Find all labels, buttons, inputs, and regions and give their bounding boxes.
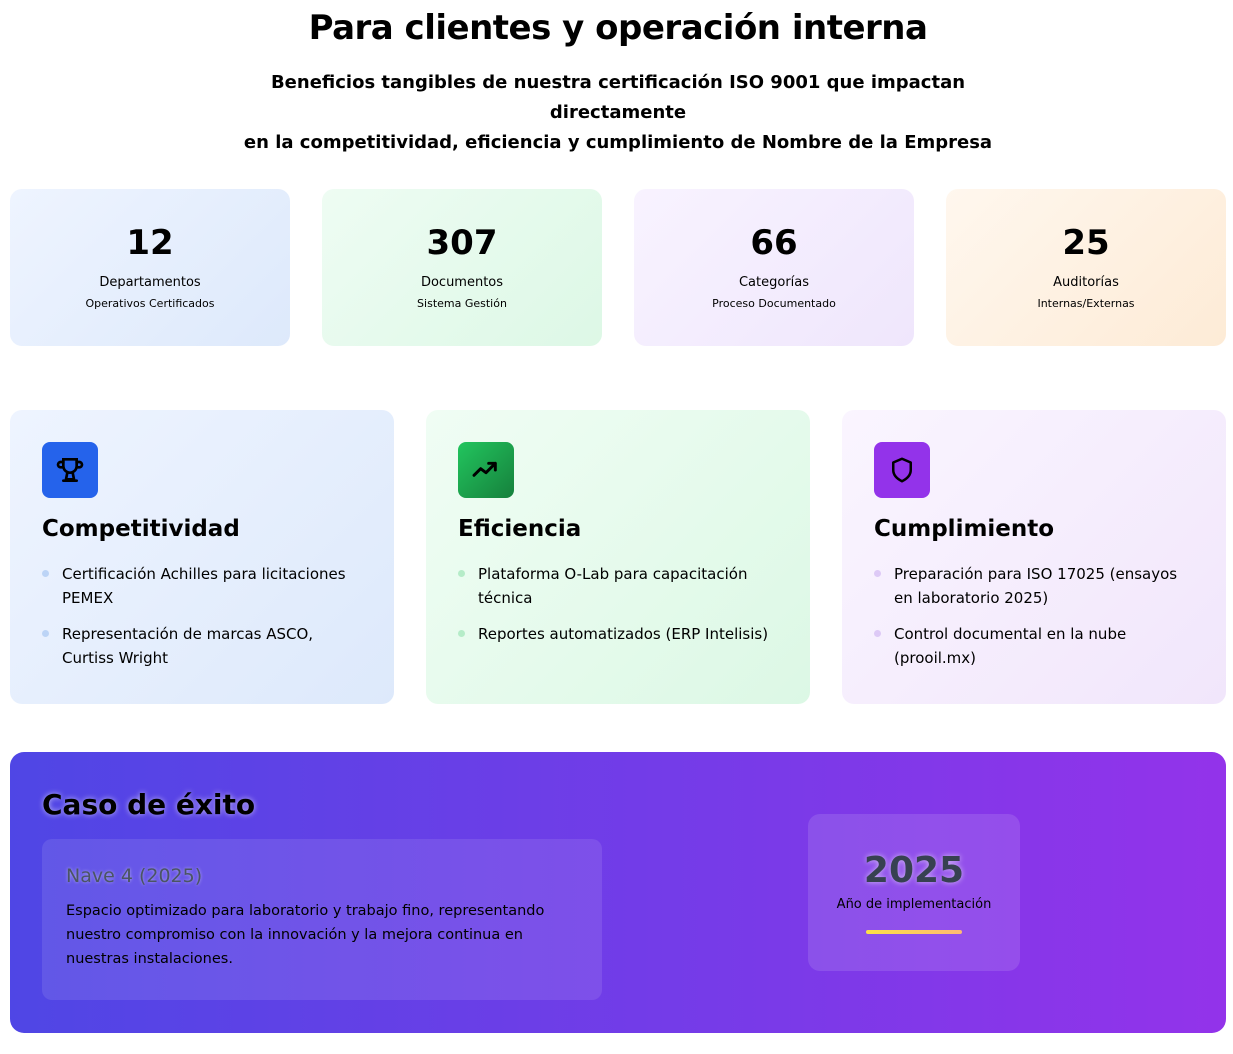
- shield-icon: [874, 442, 930, 498]
- stat-value: 12: [126, 223, 174, 263]
- subtitle-line: Beneficios tangibles de nuestra certific…: [270, 72, 966, 123]
- stat-card-categorias: 66 Categorías Proceso Documentado: [634, 189, 914, 346]
- trophy-icon: [42, 442, 98, 498]
- list-item: Control documental en la nube (prooil.mx…: [874, 622, 1194, 670]
- subtitle-line: en la competitividad, eficiencia y cumpl…: [243, 132, 993, 153]
- list-item: Reportes automatizados (ERP Intelisis): [458, 622, 778, 646]
- success-case-section: Caso de éxito Nave 4 (2025) Espacio opti…: [10, 752, 1226, 1033]
- feature-card-cumplimiento: Cumplimiento Preparación para ISO 17025 …: [842, 410, 1226, 704]
- list-item: Preparación para ISO 17025 (ensayos en l…: [874, 562, 1194, 610]
- feature-title: Cumplimiento: [874, 516, 1055, 542]
- stat-label: Documentos: [420, 275, 504, 290]
- list-item: Certificación Achilles para licitaciones…: [42, 562, 362, 610]
- page-title: Para clientes y operación interna: [308, 8, 928, 48]
- stat-card-auditorias: 25 Auditorías Internas/Externas: [946, 189, 1226, 346]
- stat-sub: Sistema Gestión: [417, 297, 507, 310]
- stat-label: Categorías: [738, 275, 810, 290]
- feature-list: Plataforma O-Lab para capacitación técni…: [458, 562, 778, 646]
- case-card-text: Espacio optimizado para laboratorio y tr…: [66, 903, 545, 967]
- case-card: Nave 4 (2025) Espacio optimizado para la…: [42, 839, 602, 1000]
- list-item: Representación de marcas ASCO, Curtiss W…: [42, 622, 362, 670]
- stat-label: Auditorías: [1053, 275, 1119, 290]
- stat-sub: Operativos Certificados: [85, 297, 215, 310]
- accent-bar: [866, 930, 962, 934]
- case-title: Caso de éxito: [42, 788, 256, 821]
- page-subtitle: Beneficios tangibles de nuestra certific…: [218, 68, 1018, 158]
- list-item: Plataforma O-Lab para capacitación técni…: [458, 562, 778, 610]
- stat-card-departamentos: 12 Departamentos Operativos Certificados: [10, 189, 290, 346]
- stats-row: 12 Departamentos Operativos Certificados 3…: [10, 189, 1226, 346]
- feature-card-eficiencia: Eficiencia Plataforma O-Lab para capacit…: [426, 410, 810, 704]
- feature-list: Certificación Achilles para licitaciones…: [42, 562, 362, 670]
- feature-title: Eficiencia: [458, 516, 582, 542]
- features-row: Competitividad Certificación Achilles pa…: [10, 410, 1226, 704]
- stat-value: 307: [426, 223, 498, 263]
- year-label: Año de implementación: [836, 897, 992, 912]
- feature-title: Competitividad: [42, 516, 240, 542]
- feature-card-competitividad: Competitividad Certificación Achilles pa…: [10, 410, 394, 704]
- stat-card-documentos: 307 Documentos Sistema Gestión: [322, 189, 602, 346]
- trending-up-icon: [458, 442, 514, 498]
- stat-sub: Internas/Externas: [1037, 297, 1135, 310]
- stat-sub: Proceso Documentado: [712, 297, 836, 310]
- stat-value: 25: [1062, 223, 1110, 263]
- feature-list: Preparación para ISO 17025 (ensayos en l…: [874, 562, 1194, 670]
- stat-value: 66: [750, 223, 798, 263]
- stat-label: Departamentos: [99, 275, 201, 290]
- year-card: 2025 Año de implementación: [808, 814, 1020, 971]
- year-value: 2025: [863, 850, 965, 891]
- case-card-title: Nave 4 (2025): [66, 865, 203, 887]
